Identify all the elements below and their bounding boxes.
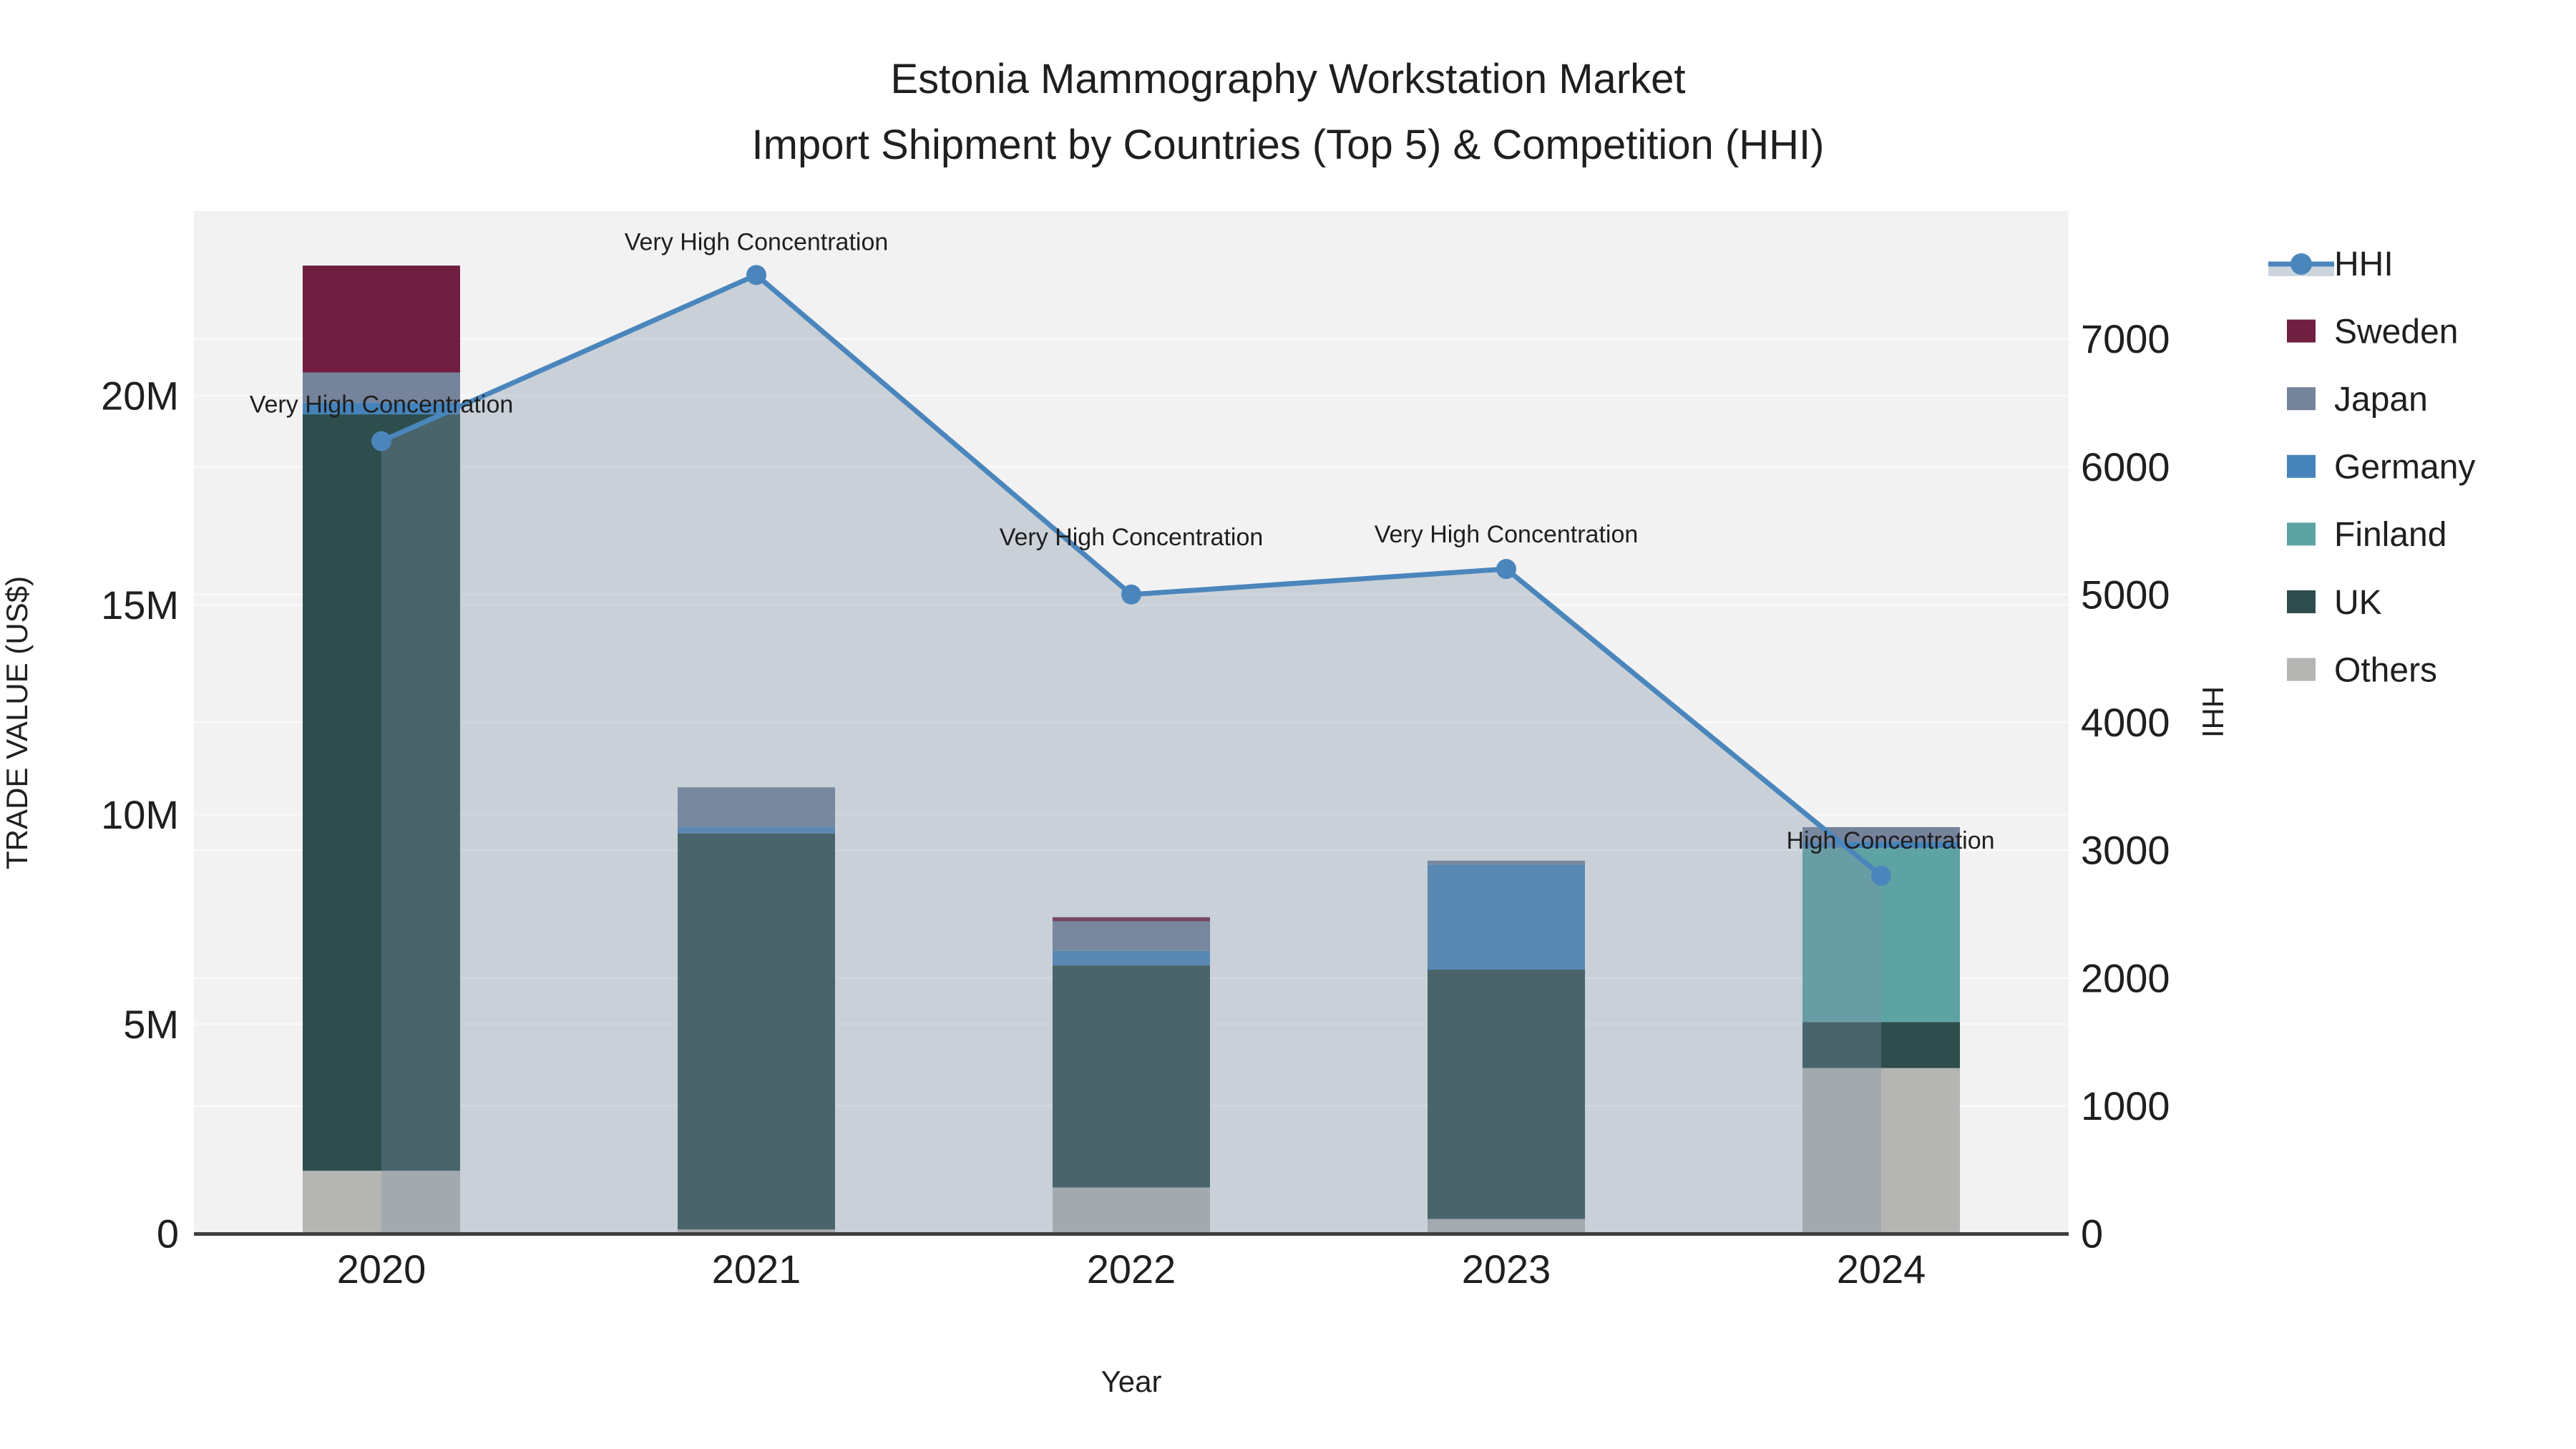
y-left-axis-title: TRADE VALUE (US$) [0, 576, 34, 869]
legend-swatch-sweden-icon [2287, 319, 2316, 343]
x-tick-label: 2020 [337, 1246, 426, 1292]
bar-2020-sweden[interactable] [303, 265, 460, 373]
legend-item-sweden[interactable]: Sweden [2287, 313, 2458, 351]
hhi-area-fill [381, 275, 1881, 1234]
legend-item-uk[interactable]: UK [2287, 584, 2382, 622]
y-right-axis-title: HHI [2196, 686, 2230, 738]
hhi-marker-2022[interactable] [1121, 584, 1141, 605]
legend-swatch-others-icon [2287, 658, 2316, 681]
hhi-marker-icon [2290, 253, 2312, 275]
bar-2021-uk[interactable] [678, 833, 835, 1230]
y-right-tick-label: 3000 [2081, 828, 2170, 873]
legend-label: UK [2334, 584, 2382, 622]
bar-2020-uk[interactable] [303, 414, 460, 1171]
y-right-tick-label: 5000 [2081, 572, 2170, 617]
bar-2021-others[interactable] [678, 1229, 835, 1234]
chart-title-line2: Import Shipment by Countries (Top 5) & C… [752, 122, 1825, 168]
x-axis-line [194, 1232, 2069, 1236]
legend-item-germany[interactable]: Germany [2287, 449, 2475, 487]
bar-2020-others[interactable] [303, 1171, 460, 1234]
legend-label: Finland [2334, 516, 2446, 554]
legend: HHI Sweden Japan Germany Finland UK Others [2268, 245, 2475, 689]
legend-item-japan[interactable]: Japan [2287, 381, 2428, 419]
x-tick-label: 2024 [1837, 1246, 1926, 1292]
bar-2021-japan[interactable] [678, 787, 835, 827]
bar-2022-uk[interactable] [1053, 965, 1210, 1188]
y-left-tick-label: 0 [157, 1211, 179, 1257]
legend-item-finland[interactable]: Finland [2287, 516, 2446, 554]
bar-2023-japan[interactable] [1428, 860, 1585, 865]
legend-item-hhi[interactable]: HHI [2268, 245, 2394, 283]
y-left-tick-label: 15M [101, 582, 179, 628]
legend-label: Others [2334, 651, 2437, 689]
bar-2023-uk[interactable] [1428, 970, 1585, 1219]
y-right-tick-label: 0 [2081, 1211, 2103, 1257]
x-tick-label: 2022 [1087, 1246, 1176, 1292]
legend-swatch-japan-icon [2287, 387, 2316, 411]
legend-swatch-finland-icon [2287, 522, 2316, 546]
bar-2023-germany[interactable] [1428, 864, 1585, 970]
bar-2024-uk[interactable] [1802, 1022, 1960, 1068]
legend-swatch-germany-icon [2287, 454, 2316, 478]
y-right-tick-label: 7000 [2081, 316, 2170, 361]
y-left-tick-label: 20M [101, 373, 179, 418]
bar-series [303, 265, 1960, 1234]
chart-title-line1: Estonia Mammography Workstation Market [890, 56, 1685, 102]
y-right-tick-label: 4000 [2081, 700, 2170, 745]
x-tick-label: 2023 [1462, 1246, 1551, 1292]
y-right-tick-label: 2000 [2081, 955, 2170, 1000]
hhi-marker-2021[interactable] [746, 265, 766, 286]
x-tick-label: 2021 [712, 1246, 801, 1292]
hhi-marker-2024[interactable] [1871, 865, 1891, 886]
y-right-tick-label: 6000 [2081, 444, 2170, 489]
legend-swatch-uk-icon [2287, 590, 2316, 613]
y-left-tick-label: 10M [101, 792, 179, 837]
bar-2023-others[interactable] [1428, 1219, 1585, 1234]
legend-label: Sweden [2334, 313, 2458, 351]
concentration-annotation: High Concentration [1786, 827, 1994, 854]
legend-label: Japan [2334, 381, 2428, 419]
bar-2020-germany[interactable] [303, 402, 460, 415]
bar-2020-japan[interactable] [303, 372, 460, 403]
bar-2024-others[interactable] [1802, 1068, 1960, 1234]
bar-2024-germany[interactable] [1802, 841, 1960, 849]
y-right-tick-label: 1000 [2081, 1083, 2170, 1128]
bar-2022-japan[interactable] [1053, 921, 1210, 951]
concentration-annotation: Very High Concentration [1000, 524, 1264, 551]
x-axis-title: Year [1101, 1365, 1162, 1398]
hhi-marker-2023[interactable] [1496, 559, 1516, 580]
bar-2022-others[interactable] [1053, 1187, 1210, 1234]
bar-2022-germany[interactable] [1053, 950, 1210, 966]
legend-label: Germany [2334, 449, 2475, 487]
hhi-marker-2020[interactable] [371, 431, 391, 452]
bar-2022-sweden[interactable] [1053, 917, 1210, 922]
concentration-annotation: Very High Concentration [625, 228, 889, 255]
bar-2021-germany[interactable] [678, 826, 835, 834]
bar-2024-japan[interactable] [1802, 826, 1960, 842]
concentration-annotation: Very High Concentration [1375, 521, 1639, 548]
legend-label: HHI [2334, 245, 2394, 283]
concentration-annotation: Very High Concentration [250, 391, 514, 419]
y-left-tick-label: 5M [123, 1002, 179, 1047]
legend-item-others[interactable]: Others [2287, 651, 2437, 689]
